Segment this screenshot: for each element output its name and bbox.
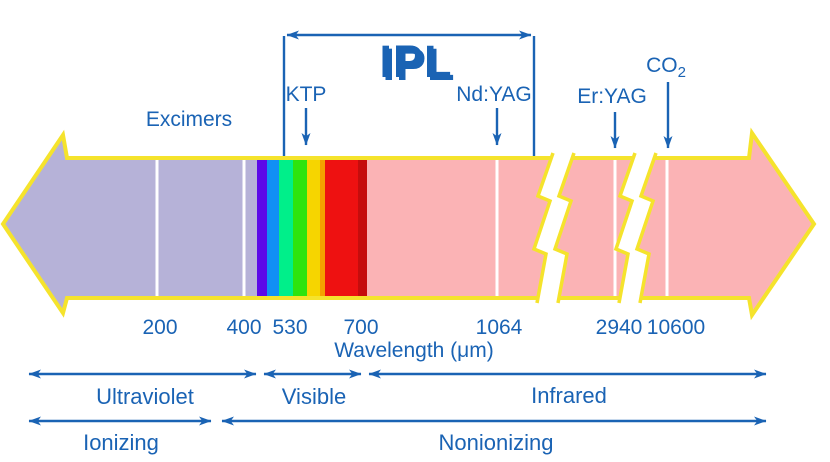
ionizing-label: Ionizing — [83, 430, 159, 455]
nonionizing-label: Nonionizing — [439, 430, 554, 455]
ultraviolet-label: Ultraviolet — [96, 384, 194, 409]
ipl-range-bracket — [282, 30, 536, 156]
tick-label-400: 400 — [226, 316, 261, 339]
eryag-label: Er:YAG — [577, 85, 647, 108]
zigzag-edge-left — [613, 152, 637, 304]
spectrum-band-yellow — [307, 133, 320, 315]
tick-label-10600: 10600 — [647, 316, 705, 339]
co2-base: CO — [646, 54, 678, 77]
spectrum-band-red — [325, 133, 358, 315]
main-spectrum-arrow — [0, 127, 817, 321]
spectrum-band-green — [293, 133, 307, 315]
wavelength-axis: 200 400 530 700 1064 2940 10600 Waveleng… — [142, 316, 705, 362]
spectrum-band-blue — [267, 133, 279, 315]
range-annotations: Ultraviolet Visible Infrared Ionizing No… — [28, 369, 767, 455]
tick-label-1064: 1064 — [476, 316, 523, 339]
zigzag-edge-right — [634, 152, 658, 304]
axis-break-zigzag-1 — [531, 152, 576, 304]
tick-label-530: 530 — [272, 316, 307, 339]
spectrum-band-violet — [257, 133, 267, 315]
ipl-title: IPL — [379, 36, 452, 87]
axis-break-zigzag-2 — [613, 152, 658, 304]
spectrum-band-spring-green — [279, 133, 293, 315]
co2-subscript: 2 — [678, 64, 686, 81]
infrared-label: Infrared — [531, 383, 607, 408]
co2-label: CO2 — [646, 54, 686, 81]
spectrum-band-orange — [320, 133, 325, 315]
axis-unit-label: Wavelength (μm) — [334, 339, 494, 362]
visible-label: Visible — [282, 384, 346, 409]
ndyag-label: Nd:YAG — [456, 83, 531, 106]
tick-label-200: 200 — [142, 316, 177, 339]
top-annotations: Excimers KTP Nd:YAG Er:YAG CO2 IPL IPL — [146, 30, 686, 156]
ipl-title-shadow: IPL — [382, 39, 455, 90]
zigzag-edge-left — [531, 152, 555, 304]
ir-band — [367, 133, 814, 315]
excimers-label: Excimers — [146, 108, 232, 131]
spectrum-band-dark-red — [358, 133, 367, 315]
zigzag-edge-right — [552, 152, 576, 304]
ktp-label: KTP — [286, 83, 327, 106]
tick-label-2940: 2940 — [596, 316, 643, 339]
tick-label-700: 700 — [343, 316, 378, 339]
arrow-outline — [0, 127, 817, 321]
